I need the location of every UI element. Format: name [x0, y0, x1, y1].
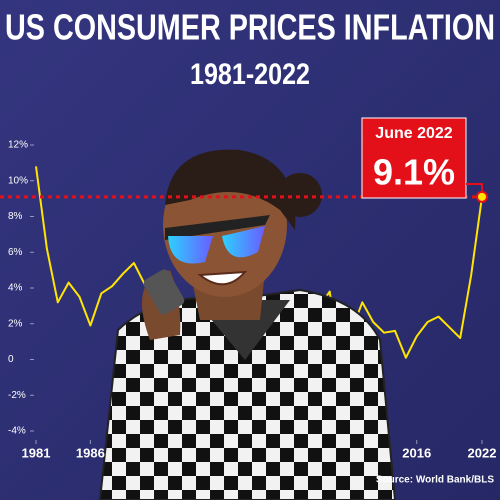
y-tick-label: 6% [8, 247, 23, 258]
callout-box [361, 117, 467, 199]
source: Source: World Bank/BLS [376, 475, 494, 486]
x-tick-label: 2022 [468, 445, 497, 460]
illustration [98, 149, 397, 500]
callout-label: June 2022 [375, 125, 452, 142]
y-tick-label: 4% [8, 283, 23, 294]
y-tick-label: -2% [8, 390, 26, 401]
chart-subtitle: 1981-2022 [190, 58, 310, 91]
overlay: 1981 1986 2016 2022 June 2022 9.1% Source: Wor… [0, 117, 497, 486]
end-point [476, 190, 488, 203]
y-tick-label: -4% [8, 426, 26, 437]
x-tick-label: 2016 [402, 445, 431, 460]
x-tick-label: 1986 [76, 445, 105, 460]
y-tick-label: 8% [8, 211, 23, 222]
y-tick-label: 10% [8, 175, 28, 186]
y-tick-label: 12% [8, 140, 28, 151]
y-tick-label: 2% [8, 318, 23, 329]
x-tick-label: 1981 [22, 445, 51, 460]
chart-title: US CONSUMER PRICES INFLATION [5, 7, 495, 48]
y-tick-label: 0 [8, 354, 14, 365]
callout-value: 9.1% [373, 152, 455, 193]
